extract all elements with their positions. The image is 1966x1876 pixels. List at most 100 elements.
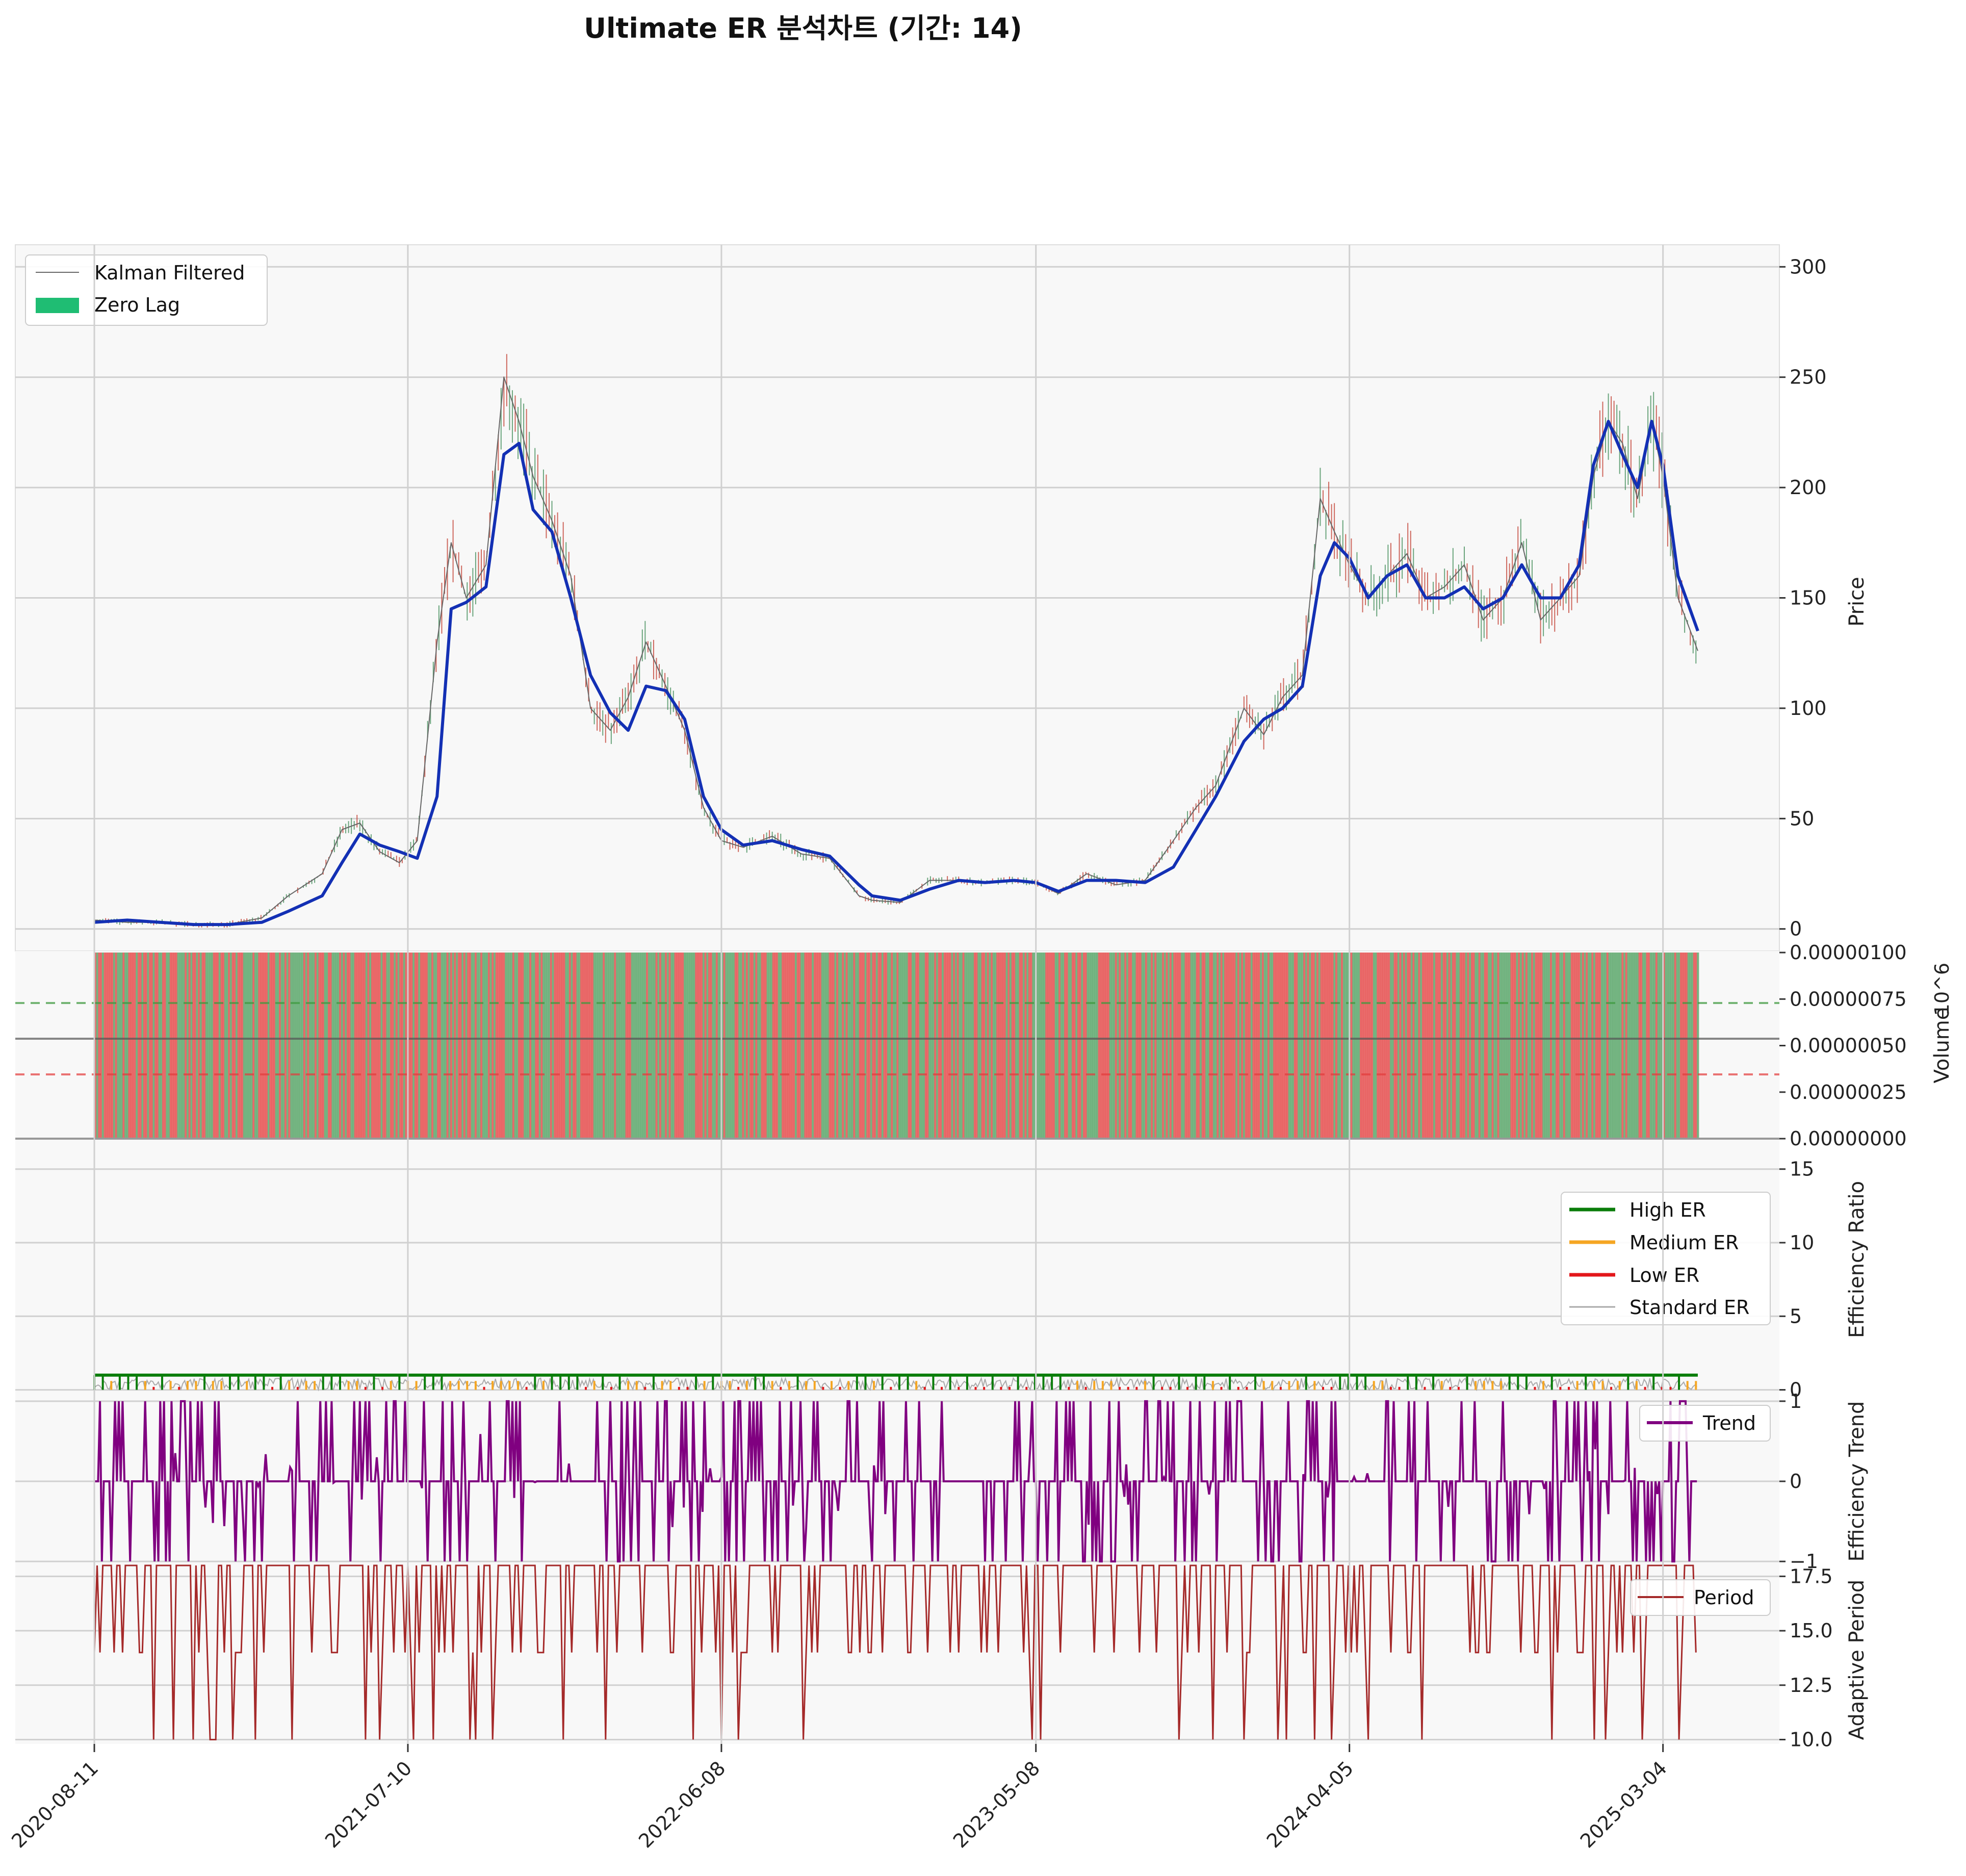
volume-bar [1113, 953, 1116, 1139]
volume-bar [1214, 953, 1217, 1139]
volume-bar [119, 953, 121, 1139]
volume-bar [1147, 953, 1149, 1139]
volume-bar [678, 953, 681, 1139]
volume-bar [309, 953, 312, 1139]
volume-bar [1670, 953, 1673, 1139]
volume-bar [614, 953, 616, 1139]
volume-bar [1294, 953, 1296, 1139]
volume-bar [303, 953, 306, 1139]
volume-bar [708, 953, 711, 1139]
volume-bar [1249, 953, 1251, 1139]
volume-bar [1393, 953, 1396, 1139]
volume-bar [580, 953, 583, 1139]
volume-bar [377, 953, 379, 1139]
volume-bar [840, 953, 842, 1139]
volume-bar [1452, 953, 1455, 1139]
volume-bar [768, 953, 771, 1139]
y-tick-label: 0.00000050 [1790, 1035, 1907, 1057]
legend-medium-er-label: Medium ER [1629, 1231, 1739, 1254]
volume-bar [1390, 953, 1392, 1139]
volume-bar [644, 953, 646, 1139]
volume-bar [864, 953, 867, 1139]
volume-bar [934, 953, 937, 1139]
volume-bar [638, 953, 641, 1139]
volume-bar [970, 953, 972, 1139]
volume-bar [322, 953, 325, 1139]
volume-bar [1651, 953, 1654, 1139]
volume-bar [889, 953, 891, 1139]
volume-bar [531, 953, 534, 1139]
volume-bar [527, 953, 530, 1139]
volume-bar [1610, 953, 1613, 1139]
volume-bar [465, 953, 468, 1139]
volume-bar [1684, 953, 1686, 1139]
volume-bar [1478, 953, 1481, 1139]
volume-bar [1347, 953, 1349, 1139]
volume-bar [1103, 953, 1106, 1139]
volume-bar [505, 953, 507, 1139]
y-tick-label: 100 [1790, 697, 1827, 719]
volume-bar [343, 953, 345, 1139]
volume-bar [299, 953, 302, 1139]
volume-bar [989, 953, 991, 1139]
volume-bar [1160, 953, 1162, 1139]
volume-bar [1448, 953, 1451, 1139]
volume-bar [1405, 953, 1407, 1139]
volume-bar [1241, 953, 1244, 1139]
volume-bar [239, 953, 242, 1139]
volume-bar [1540, 953, 1543, 1139]
volume-bar [680, 953, 682, 1139]
volume-bar [369, 953, 372, 1139]
volume-bar [367, 953, 370, 1139]
volume-bar [337, 953, 340, 1139]
volume-bar [567, 953, 570, 1139]
volume-bar [1559, 953, 1562, 1139]
volume-bar [284, 953, 287, 1139]
period-ylabel: Adaptive Period [1845, 1580, 1869, 1740]
volume-bar [834, 953, 837, 1139]
efficiency-ylabel: Efficiency Ratio [1845, 1181, 1869, 1338]
volume-bar [582, 953, 584, 1139]
volume-bar [152, 953, 155, 1139]
volume-bar [695, 953, 697, 1139]
volume-bar [684, 953, 686, 1139]
volume-bar [533, 953, 535, 1139]
volume-bar [1667, 953, 1669, 1139]
y-tick-label: 200 [1790, 476, 1827, 499]
volume-bar [1435, 953, 1437, 1139]
volume-bar [1561, 953, 1564, 1139]
volume-bar [1296, 953, 1298, 1139]
volume-bar [1226, 953, 1228, 1139]
volume-bar [949, 953, 952, 1139]
volume-bar [1288, 953, 1290, 1139]
volume-bar [1595, 953, 1597, 1139]
y-tick-label: 150 [1790, 587, 1827, 609]
volume-bar [831, 953, 833, 1139]
volume-bar [1570, 953, 1573, 1139]
volume-bar [1250, 953, 1253, 1139]
volume-bar [1337, 953, 1339, 1139]
volume-bar [1314, 953, 1317, 1139]
volume-bar [1674, 953, 1677, 1139]
volume-bar [1318, 953, 1321, 1139]
volume-bar [1397, 953, 1400, 1139]
volume-bar [311, 953, 313, 1139]
volume-bar [386, 953, 389, 1139]
volume-bar [945, 953, 948, 1139]
volume-bar [1196, 953, 1198, 1139]
volume-bar [122, 953, 125, 1139]
volume-bar [446, 953, 449, 1139]
volume-bar [1128, 953, 1130, 1139]
volume-bar [1007, 953, 1010, 1139]
volume-bar [401, 953, 404, 1139]
volume-bar [316, 953, 319, 1139]
volume-bar [503, 953, 505, 1139]
volume-bar [203, 953, 206, 1139]
volume-bar [887, 953, 890, 1139]
volume-bar [1220, 953, 1223, 1139]
volume-bar [813, 953, 816, 1139]
volume-bar [1551, 953, 1554, 1139]
volume-bar [540, 953, 543, 1139]
volume-bar [1286, 953, 1289, 1139]
volume-bar [1066, 953, 1069, 1139]
